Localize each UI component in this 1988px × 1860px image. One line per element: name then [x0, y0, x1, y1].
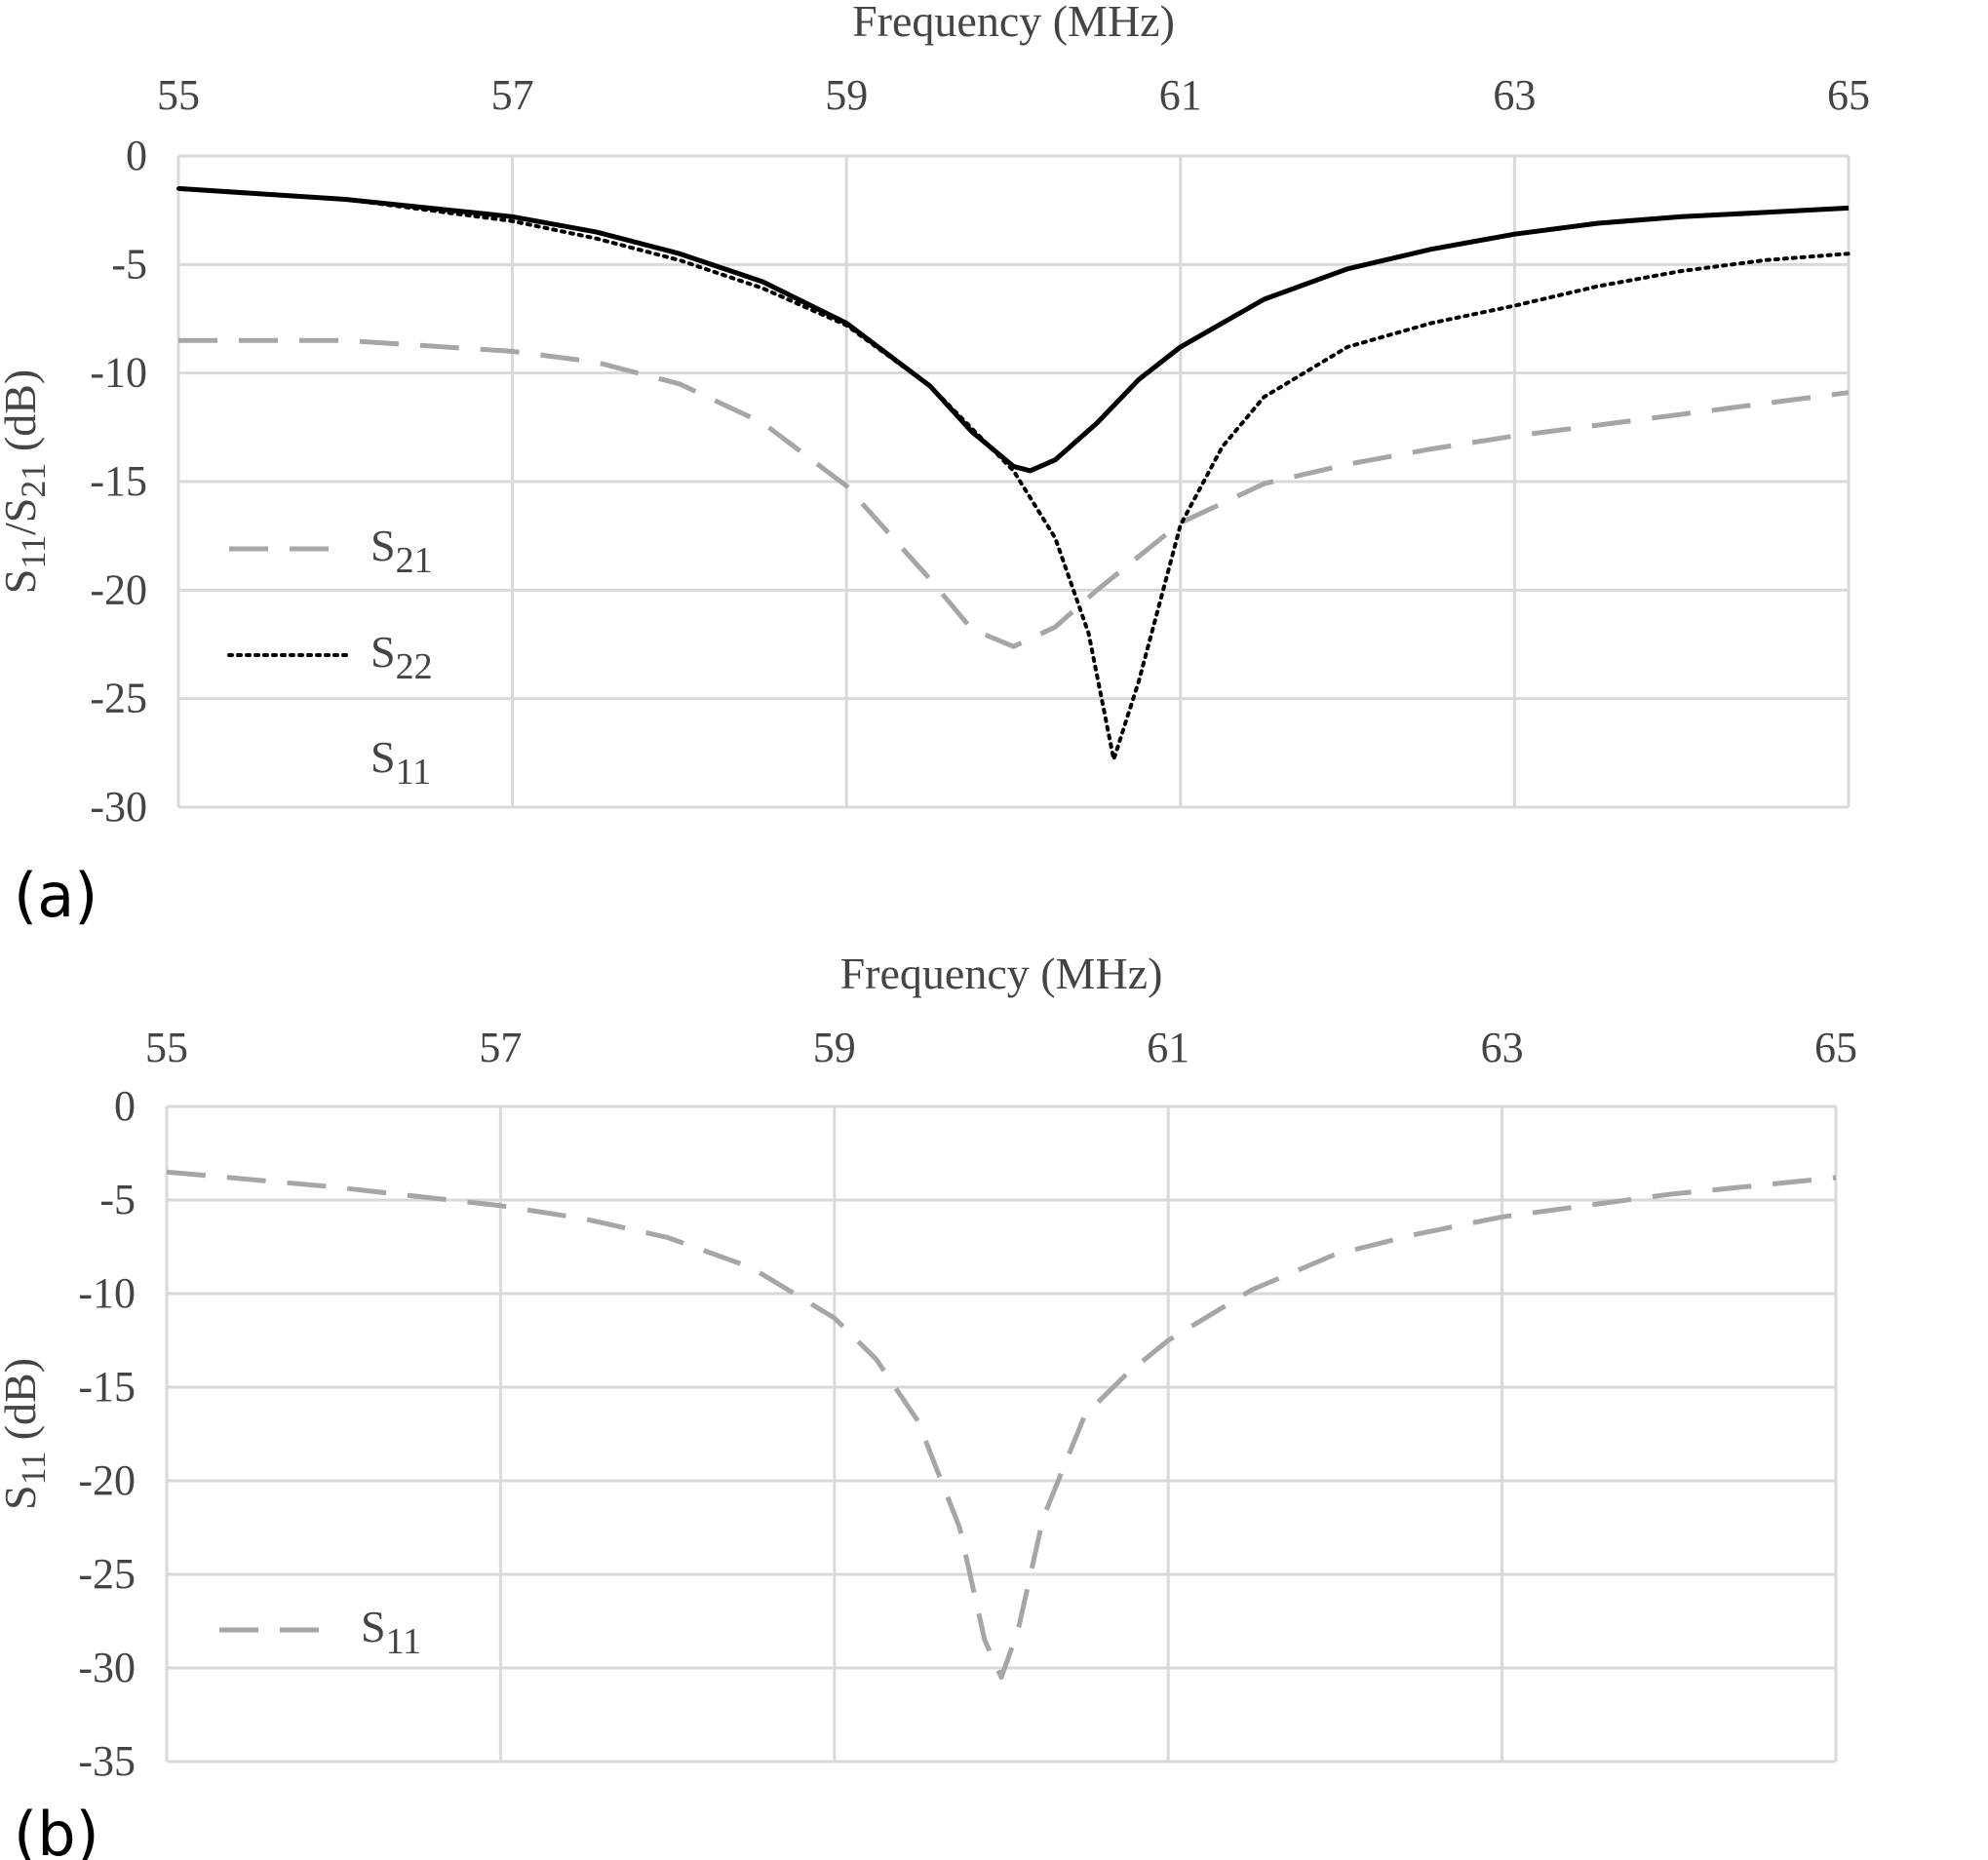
- legend-label-s11: S11: [361, 1602, 421, 1662]
- x-tick-label: 59: [813, 1024, 856, 1071]
- y-tick-label: -5: [111, 240, 147, 288]
- y-tick-label: -35: [78, 1737, 136, 1785]
- x-tick-label: 55: [157, 71, 200, 119]
- x-axis-title: Frequency (MHz): [840, 949, 1163, 998]
- x-tick-label: 61: [1147, 1024, 1189, 1071]
- x-tick-label: 61: [1159, 71, 1202, 119]
- x-tick-label: 57: [491, 71, 534, 119]
- y-tick-label: -15: [78, 1363, 136, 1411]
- y-tick-label: -20: [90, 565, 147, 613]
- y-axis-title: S11 (dB): [0, 1358, 53, 1510]
- series-line-s11: [177, 185, 1850, 474]
- y-tick-label: -30: [90, 783, 147, 831]
- chart-panel-a: Frequency (MHz) 55 57 59 61 63 65 0 -5 -10 -15 -20 -…: [0, 0, 1870, 931]
- y-tick-label: 0: [114, 1082, 136, 1130]
- y-tick-label: -15: [90, 457, 147, 505]
- y-tick-label: 0: [126, 132, 147, 179]
- y-tick-label: -20: [78, 1456, 136, 1504]
- x-axis-title: Frequency (MHz): [852, 0, 1175, 46]
- x-tick-label: 65: [1827, 71, 1870, 119]
- panel-label: (b): [14, 1799, 99, 1860]
- legend: S11: [219, 1602, 421, 1662]
- legend-label-s22: S22: [370, 627, 433, 687]
- y-axis-title: S11/S21 (dB): [0, 369, 53, 594]
- y-tick-label: -25: [90, 675, 147, 722]
- series-line-s11: [166, 1169, 1837, 1681]
- x-tick-label: 55: [145, 1024, 188, 1071]
- x-tick-label: 63: [1481, 1024, 1524, 1071]
- y-tick-label: -25: [78, 1550, 136, 1598]
- x-tick-label: 63: [1493, 71, 1536, 119]
- chart-panel-b: Frequency (MHz) 55 57 59 61 63 65 0 -5 -10 -15 -20 -…: [0, 949, 1857, 1860]
- series-line-s22: [176, 186, 1851, 761]
- series-line-s21: [178, 337, 1850, 649]
- legend-label-s21: S21: [370, 521, 433, 581]
- legend: S21 S22 S11: [227, 521, 433, 793]
- y-tick-label: -30: [78, 1644, 136, 1691]
- legend-label-s11: S11: [370, 732, 431, 793]
- panel-label: (a): [14, 860, 97, 931]
- x-tick-label: 57: [479, 1024, 522, 1071]
- y-tick-label: -5: [99, 1176, 136, 1223]
- y-tick-label: -10: [90, 349, 147, 397]
- y-tick-label: -10: [78, 1269, 136, 1317]
- x-tick-label: 65: [1814, 1024, 1857, 1071]
- x-tick-label: 59: [825, 71, 868, 119]
